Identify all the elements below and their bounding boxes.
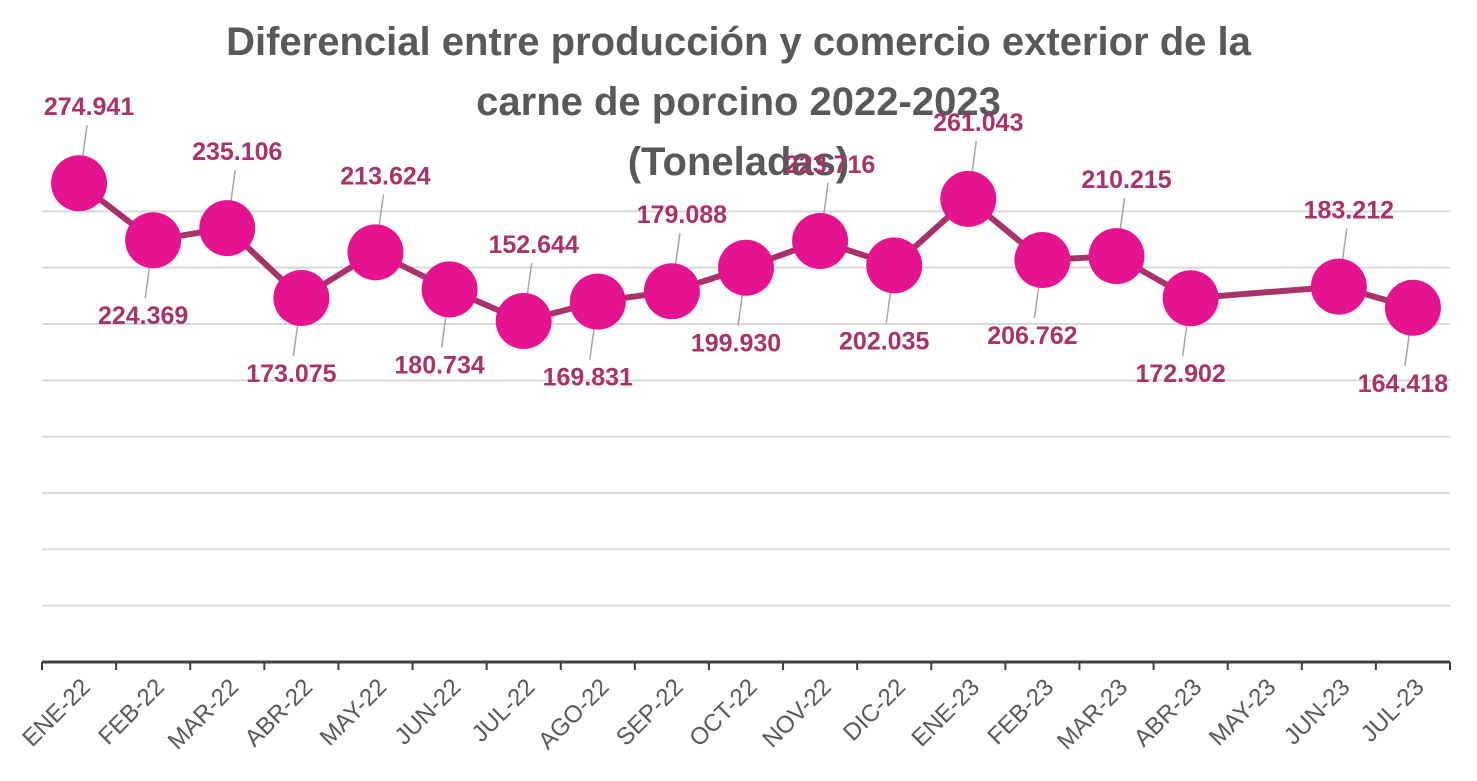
- x-tick-label: MAY-22: [315, 674, 393, 752]
- x-tick-label: JUL-22: [467, 674, 541, 748]
- data-point: [495, 293, 552, 350]
- data-point: [569, 273, 626, 330]
- x-tick-label: ABR-22: [240, 674, 319, 753]
- x-tick-label: SEP-22: [611, 674, 689, 752]
- data-label: 183.212: [1304, 197, 1394, 225]
- data-label: 180.734: [394, 351, 484, 379]
- data-point: [1014, 232, 1071, 289]
- x-tick-label: OCT-22: [684, 674, 763, 753]
- data-label: 164.418: [1358, 370, 1448, 398]
- data-point: [718, 239, 774, 296]
- x-tick-label: NOV-22: [757, 674, 836, 753]
- data-point: [51, 155, 108, 212]
- x-tick-label: AGO-22: [533, 674, 614, 755]
- data-label: 274.941: [44, 93, 134, 121]
- data-label: 235.106: [192, 138, 282, 166]
- data-label: 169.831: [543, 364, 633, 392]
- data-label: 199.930: [691, 330, 781, 358]
- chart-title: Diferencial entre producción y comercio …: [0, 12, 1477, 192]
- data-point: [421, 261, 478, 318]
- x-tick-label: MAR-23: [1052, 674, 1133, 755]
- data-label: 202.035: [839, 327, 929, 355]
- data-point: [1384, 279, 1441, 336]
- data-label: 206.762: [987, 322, 1077, 350]
- data-point: [273, 270, 330, 327]
- data-point: [199, 200, 256, 257]
- title-line-2: carne de porcino 2022-2023: [476, 80, 1001, 124]
- x-tick-label: JUL-23: [1356, 674, 1430, 748]
- data-label: 213.624: [340, 162, 430, 190]
- x-tick-label: FEB-23: [983, 674, 1060, 751]
- data-point: [125, 212, 182, 269]
- data-point: [643, 263, 700, 320]
- x-tick-label: ENE-22: [17, 674, 96, 753]
- data-label: 261.043: [933, 109, 1023, 137]
- x-tick-label: DIC-22: [838, 674, 911, 747]
- data-point: [1310, 258, 1367, 315]
- data-label: 210.215: [1081, 166, 1171, 194]
- x-tick-label: JUN-23: [1279, 674, 1356, 751]
- x-tick-label: FEB-22: [93, 674, 170, 751]
- data-label: 223.716: [785, 151, 875, 179]
- data-label: 172.902: [1135, 360, 1225, 388]
- x-tick-label: ABR-23: [1129, 674, 1208, 753]
- data-point: [1088, 228, 1145, 285]
- data-label: 152.644: [488, 231, 578, 259]
- data-point: [940, 170, 997, 227]
- data-point: [866, 237, 923, 294]
- data-label: 224.369: [98, 302, 188, 330]
- data-point: [1162, 270, 1219, 327]
- title-line-1: Diferencial entre producción y comercio …: [226, 20, 1251, 64]
- data-point: [347, 224, 404, 281]
- x-tick-label: MAY-23: [1204, 674, 1282, 752]
- title-line-3: (Toneladas): [627, 140, 850, 184]
- x-tick-label: ENE-23: [907, 674, 986, 753]
- x-tick-label: MAR-22: [163, 674, 244, 755]
- x-tick-label: JUN-22: [390, 674, 467, 751]
- data-label: 179.088: [637, 201, 727, 229]
- data-label: 173.075: [246, 360, 336, 388]
- data-point: [792, 212, 849, 269]
